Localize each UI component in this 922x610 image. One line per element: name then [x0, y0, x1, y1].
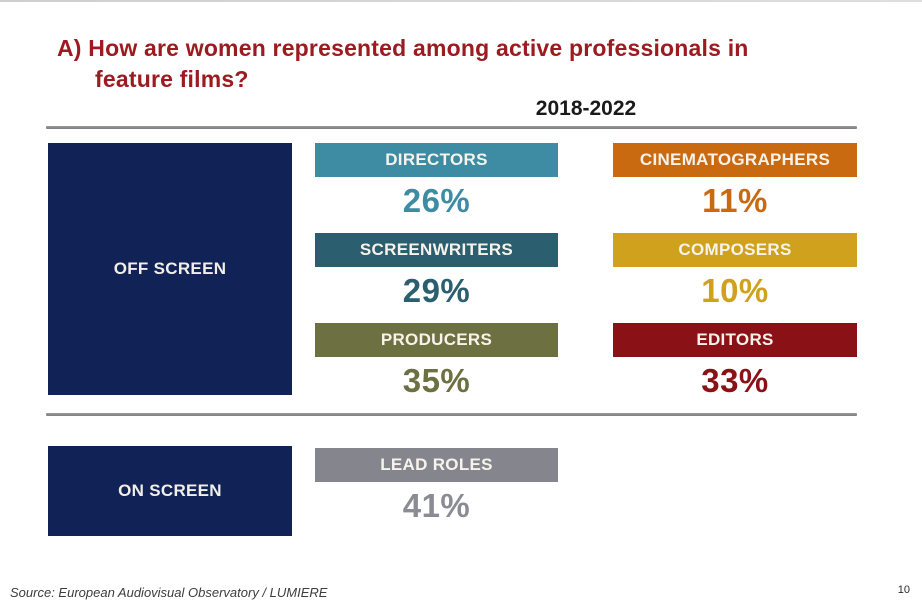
stat-directors: DIRECTORS 26% [315, 143, 558, 233]
stat-editors: EDITORS 33% [613, 323, 857, 413]
divider-top [46, 126, 857, 129]
on-screen-box: ON SCREEN [48, 446, 292, 536]
page-number: 10 [897, 584, 910, 596]
on-screen-label: ON SCREEN [118, 481, 222, 500]
source-note: Source: European Audiovisual Observatory… [10, 585, 328, 600]
stat-bar-producers: PRODUCERS [315, 323, 558, 357]
stat-composers: COMPOSERS 10% [613, 233, 857, 323]
off-screen-box: OFF SCREEN [48, 143, 292, 395]
stat-bar-lead-roles: LEAD ROLES [315, 448, 558, 482]
off-screen-label: OFF SCREEN [113, 259, 227, 278]
stat-value-screenwriters: 29% [402, 272, 471, 309]
stat-value-cinematographers: 11% [702, 182, 768, 219]
stat-value-directors: 26% [402, 182, 471, 219]
page-title: A) How are women represented among activ… [57, 33, 877, 95]
stat-screenwriters: SCREENWRITERS 29% [315, 233, 558, 323]
divider-middle [46, 413, 857, 416]
stat-value-editors: 33% [701, 362, 769, 399]
stat-value-composers: 10% [701, 272, 769, 309]
top-edge-line [0, 0, 922, 2]
on-screen-stats-grid: LEAD ROLES 41% [315, 448, 558, 526]
stat-bar-editors: EDITORS [613, 323, 857, 357]
stat-bar-cinematographers: CINEMATOGRAPHERS [613, 143, 857, 177]
stat-bar-directors: DIRECTORS [315, 143, 558, 177]
stat-cinematographers: CINEMATOGRAPHERS 11% [613, 143, 857, 233]
period-label: 2018-2022 [535, 97, 637, 120]
stat-bar-screenwriters: SCREENWRITERS [315, 233, 558, 267]
off-screen-stats-grid: DIRECTORS 26% CINEMATOGRAPHERS 11% SCREE… [315, 143, 857, 413]
stat-lead-roles: LEAD ROLES 41% [315, 448, 558, 526]
stat-value-lead-roles: 41% [402, 487, 471, 524]
stat-producers: PRODUCERS 35% [315, 323, 558, 413]
stat-value-producers: 35% [402, 362, 471, 399]
page-title-line-2: feature films? [95, 66, 249, 92]
page-title-line-1: A) How are women represented among activ… [57, 35, 749, 61]
stat-bar-composers: COMPOSERS [613, 233, 857, 267]
